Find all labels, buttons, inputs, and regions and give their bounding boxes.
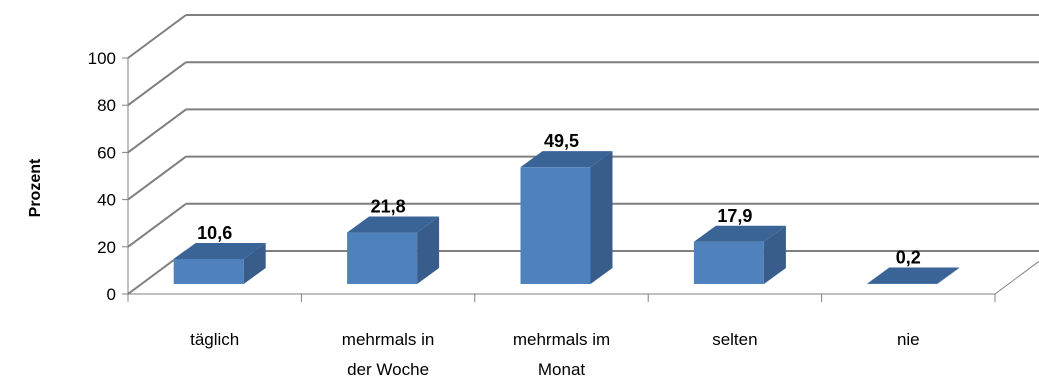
bar-side [937,267,960,284]
data-label: 0,2 [896,248,921,268]
bar-side [243,242,266,284]
data-label: 10,6 [197,223,232,243]
bars [173,151,960,285]
bar-top [347,216,440,233]
y-tick-label: 0 [107,285,116,304]
x-tick-label: mehrmals im Monat [513,330,610,379]
gridline-side [127,61,187,107]
labels: 0 20 40 60 80 100 10,6 täglich 21,8 mehrmals in de… [88,49,921,379]
bar-front [347,232,418,284]
bar [347,216,440,284]
bar-side [763,225,786,284]
gridline-side [127,14,187,59]
bar-top [867,267,960,284]
gridlines [127,14,1039,295]
y-tick-label: 20 [97,238,116,257]
gridline-side [127,108,187,154]
bar-front [173,258,244,284]
gridline-side [127,202,187,248]
gridline-side [127,155,187,201]
y-axis-label: Prozent [27,158,44,217]
y-tick-label: 100 [88,49,116,68]
bar-front [693,241,764,284]
axes [122,57,1039,302]
y-tick-label: 80 [97,96,116,115]
bar [693,225,786,284]
bar-side [417,216,440,284]
data-label: 49,5 [544,131,579,151]
bar [173,242,266,284]
bar-top [693,225,786,242]
bar-front [867,283,938,285]
data-label: 17,9 [717,206,752,226]
x-tick-label: mehrmals in der Woche [342,330,435,379]
x-tick-label: täglich [190,330,239,349]
x-tick-label: nie [897,330,920,349]
bar-side [590,151,613,284]
y-tick-label: 40 [97,191,116,210]
bar-top [520,151,613,168]
x-tick-label: selten [712,330,757,349]
bar-front [520,167,591,284]
y-tick-label: 60 [97,143,116,162]
floor-edge [994,260,1039,295]
bar [867,267,960,285]
bar-top [173,242,266,259]
bar [520,151,613,284]
data-label: 21,8 [371,197,406,217]
